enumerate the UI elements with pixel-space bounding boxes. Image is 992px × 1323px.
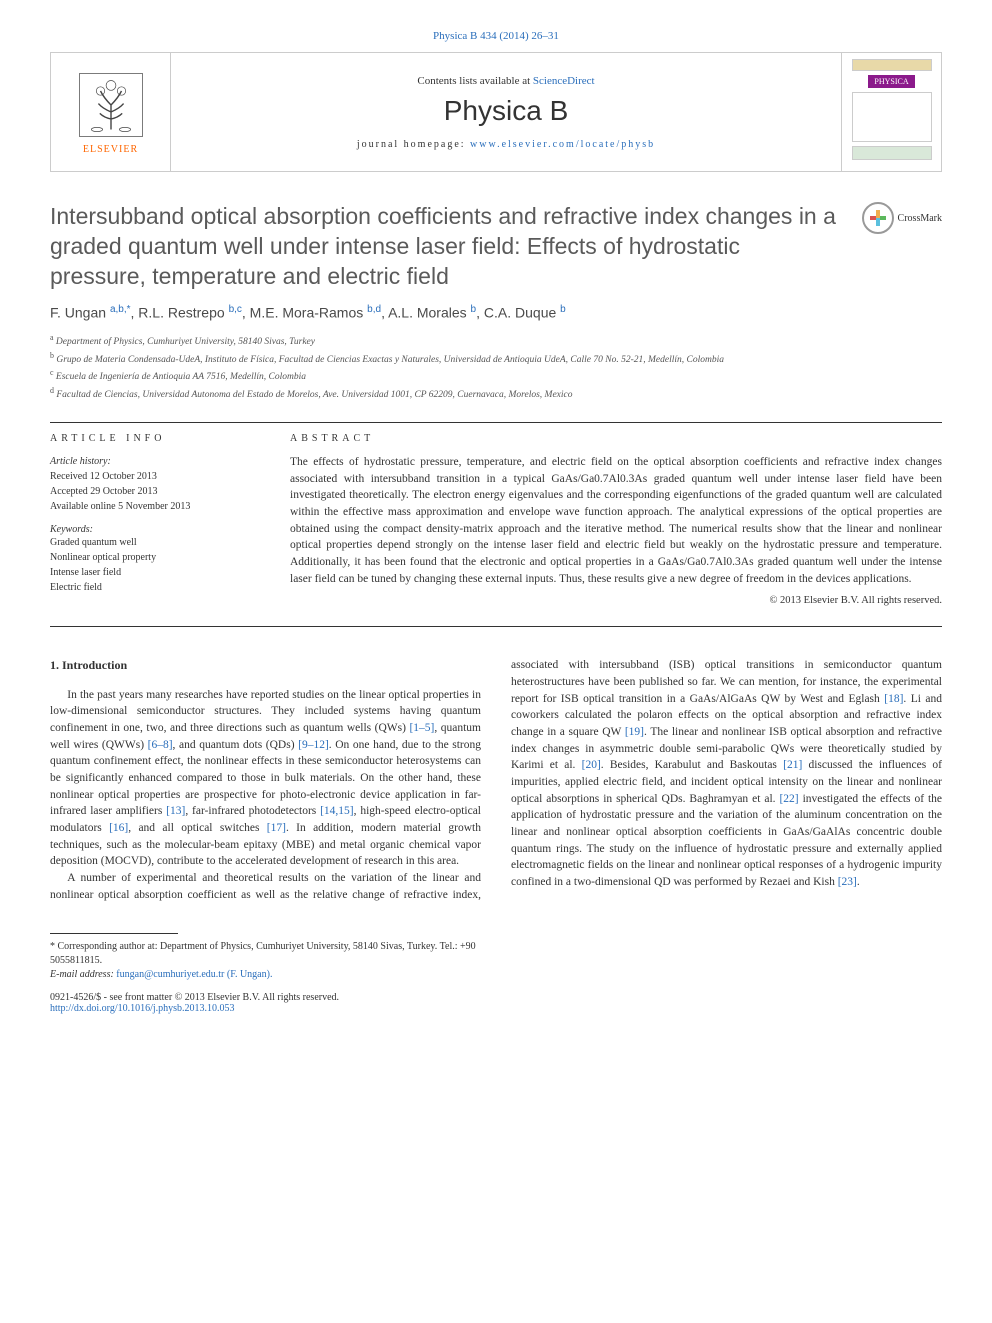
footnotes: * Corresponding author at: Department of… xyxy=(50,933,478,982)
publisher-name: ELSEVIER xyxy=(83,144,138,155)
affiliations: a Department of Physics, Cumhuriyet Univ… xyxy=(50,332,942,402)
cover-art xyxy=(852,92,932,142)
cover-label: PHYSICA xyxy=(868,75,914,88)
received-date: Received 12 October 2013 xyxy=(50,469,260,484)
journal-title: Physica B xyxy=(444,95,569,127)
email-label: E-mail address: xyxy=(50,969,116,980)
ref-link[interactable]: [14,15] xyxy=(320,805,354,817)
ref-link[interactable]: [1–5] xyxy=(409,722,434,734)
crossmark-label: CrossMark xyxy=(898,213,942,224)
journal-center: Contents lists available at ScienceDirec… xyxy=(171,53,841,171)
cover-top-bar xyxy=(852,59,932,71)
ref-link[interactable]: [21] xyxy=(783,759,802,771)
section-heading: 1. Introduction xyxy=(50,657,481,674)
email-link[interactable]: fungan@cumhuriyet.edu.tr (F. Ungan). xyxy=(116,969,272,980)
abstract-text: The effects of hydrostatic pressure, tem… xyxy=(290,454,942,587)
abstract-header: ABSTRACT xyxy=(290,433,942,444)
ref-link[interactable]: [6–8] xyxy=(148,739,173,751)
journal-reference: Physica B 434 (2014) 26–31 xyxy=(50,30,942,42)
sciencedirect-link[interactable]: ScienceDirect xyxy=(533,75,595,87)
homepage-link[interactable]: www.elsevier.com/locate/physb xyxy=(470,139,655,150)
header-banner: ELSEVIER Contents lists available at Sci… xyxy=(50,52,942,172)
online-date: Available online 5 November 2013 xyxy=(50,499,260,514)
ref-link[interactable]: [16] xyxy=(109,822,128,834)
ref-link[interactable]: [17] xyxy=(267,822,286,834)
keyword: Electric field xyxy=(50,580,260,595)
doi-link[interactable]: http://dx.doi.org/10.1016/j.physb.2013.1… xyxy=(50,1003,235,1014)
history-label: Article history: xyxy=(50,454,260,469)
contents-line: Contents lists available at ScienceDirec… xyxy=(417,75,594,87)
elsevier-tree-icon xyxy=(76,70,146,140)
abstract-column: ABSTRACT The effects of hydrostatic pres… xyxy=(290,433,942,606)
separator-top xyxy=(50,422,942,423)
crossmark-icon xyxy=(862,202,894,234)
affiliation-c: c Escuela de Ingeniería de Antioquia AA … xyxy=(50,367,942,384)
keyword: Intense laser field xyxy=(50,565,260,580)
affiliation-d: d Facultad de Ciencias, Universidad Auto… xyxy=(50,385,942,402)
article-title: Intersubband optical absorption coeffici… xyxy=(50,202,842,292)
ref-link[interactable]: [13] xyxy=(166,805,185,817)
front-matter: 0921-4526/$ - see front matter © 2013 El… xyxy=(50,992,478,1003)
abstract-copyright: © 2013 Elsevier B.V. All rights reserved… xyxy=(290,595,942,606)
journal-cover: PHYSICA xyxy=(841,53,941,171)
doi-block: 0921-4526/$ - see front matter © 2013 El… xyxy=(50,992,478,1014)
keywords-label: Keywords: xyxy=(50,524,260,535)
homepage-line: journal homepage: www.elsevier.com/locat… xyxy=(357,139,655,150)
ref-link[interactable]: [22] xyxy=(779,793,798,805)
ref-link[interactable]: [19] xyxy=(625,726,644,738)
crossmark-badge[interactable]: CrossMark xyxy=(862,202,942,234)
keyword: Nonlinear optical property xyxy=(50,550,260,565)
footnote-rule xyxy=(50,933,178,934)
article-info-header: ARTICLE INFO xyxy=(50,433,260,444)
separator-bottom xyxy=(50,626,942,627)
contents-prefix: Contents lists available at xyxy=(417,75,532,87)
affiliation-b: b Grupo de Materia Condensada-UdeA, Inst… xyxy=(50,350,942,367)
cover-bottom-bar xyxy=(852,146,932,160)
affiliation-a: a Department of Physics, Cumhuriyet Univ… xyxy=(50,332,942,349)
email-line: E-mail address: fungan@cumhuriyet.edu.tr… xyxy=(50,968,478,982)
ref-link[interactable]: [18] xyxy=(884,693,903,705)
ref-link[interactable]: [20] xyxy=(582,759,601,771)
publisher-logo[interactable]: ELSEVIER xyxy=(51,53,171,171)
article-info: ARTICLE INFO Article history: Received 1… xyxy=(50,433,260,606)
body-paragraph-1: In the past years many researches have r… xyxy=(50,687,481,870)
homepage-prefix: journal homepage: xyxy=(357,139,470,150)
body-columns: 1. Introduction In the past years many r… xyxy=(50,657,942,903)
authors: F. Ungan a,b,*, R.L. Restrepo b,c, M.E. … xyxy=(50,304,942,321)
accepted-date: Accepted 29 October 2013 xyxy=(50,484,260,499)
corresponding-author: * Corresponding author at: Department of… xyxy=(50,940,478,968)
ref-link[interactable]: [23] xyxy=(838,876,857,888)
keyword: Graded quantum well xyxy=(50,535,260,550)
keywords-block: Graded quantum well Nonlinear optical pr… xyxy=(50,535,260,595)
ref-link[interactable]: [9–12] xyxy=(298,739,329,751)
